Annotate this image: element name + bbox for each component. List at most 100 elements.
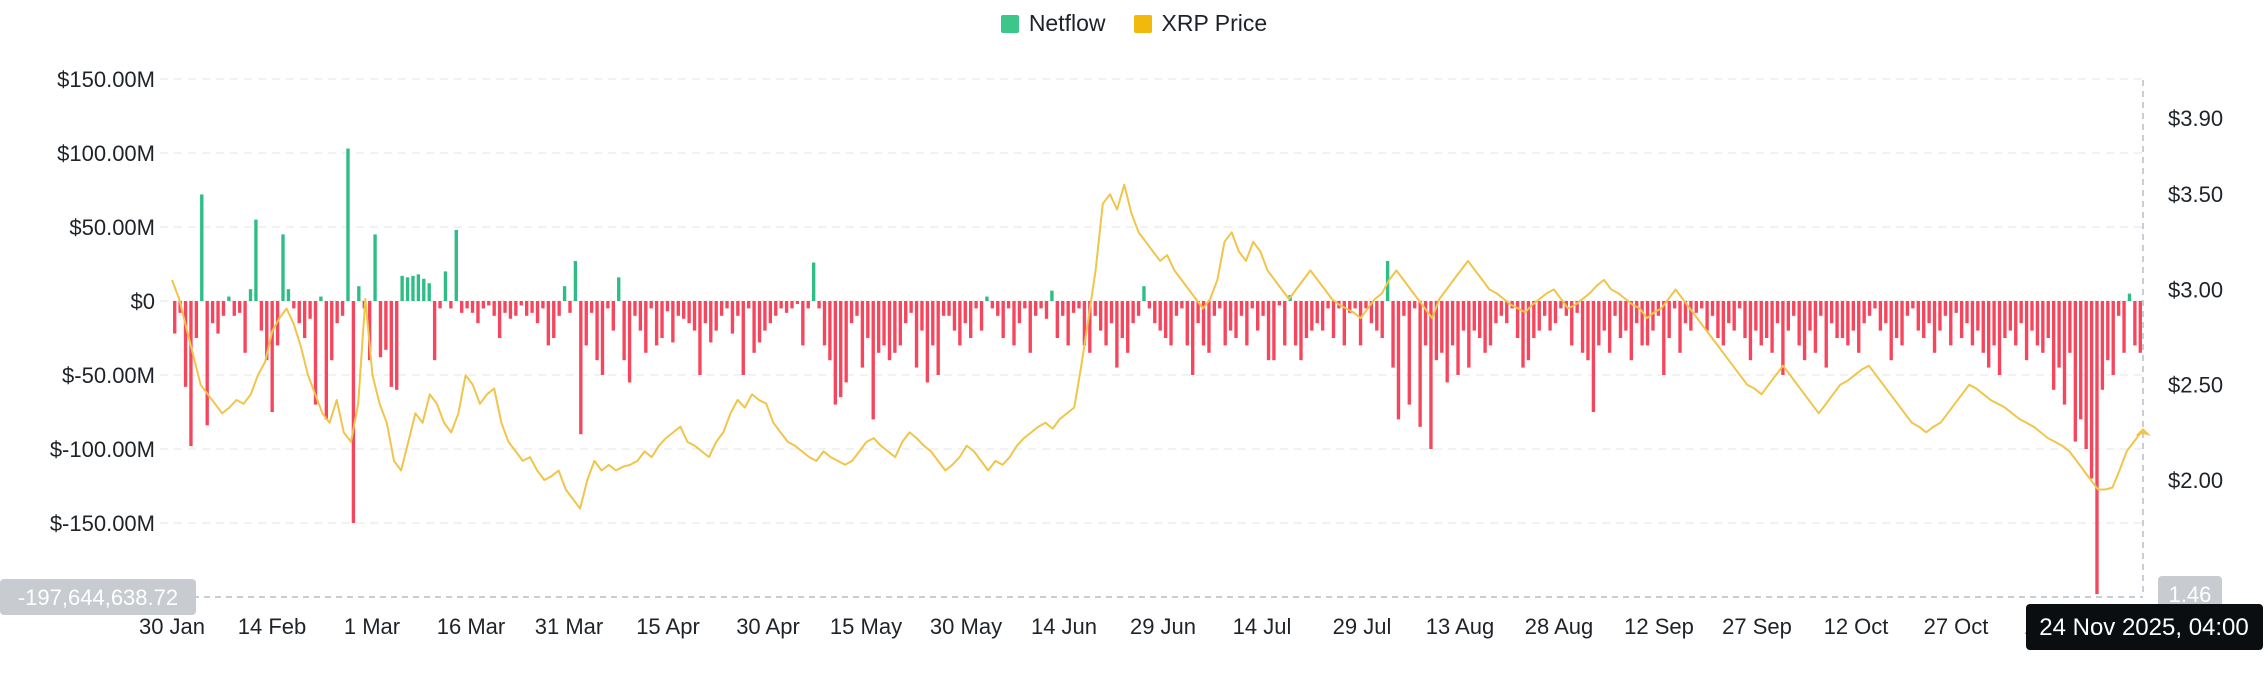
netflow-bar[interactable] [622,301,626,361]
netflow-bar[interactable] [1375,301,1379,331]
netflow-bar[interactable] [1976,301,1980,331]
legend-item-netflow[interactable]: Netflow [1000,10,1106,37]
netflow-bar[interactable] [952,301,957,331]
netflow-bar[interactable] [438,301,442,309]
netflow-bar[interactable] [1819,301,1823,316]
netflow-bar[interactable] [1320,301,1325,331]
netflow-bar[interactable] [1169,301,1173,346]
netflow-bar[interactable] [860,301,865,368]
netflow-bar[interactable] [1061,301,1065,316]
netflow-bar[interactable] [1326,301,1330,309]
netflow-bar[interactable] [920,301,924,331]
netflow-bar[interactable] [2100,301,2105,390]
netflow-bar[interactable] [346,148,350,301]
netflow-bar[interactable] [1440,301,1444,353]
netflow-bar[interactable] [828,301,832,361]
netflow-bar[interactable] [1732,301,1736,331]
netflow-bar[interactable] [1927,301,1931,324]
netflow-bar[interactable] [308,301,312,319]
netflow-bar[interactable] [1212,301,1217,316]
netflow-bar[interactable] [1283,301,1287,346]
netflow-bar[interactable] [898,301,902,346]
netflow-bar[interactable] [313,301,318,405]
netflow-bar[interactable] [1429,301,1433,449]
netflow-bar[interactable] [839,301,843,398]
netflow-bar[interactable] [963,301,967,324]
netflow-bar[interactable] [887,301,892,361]
netflow-bar[interactable] [1272,301,1276,361]
netflow-bar[interactable] [1364,301,1368,309]
netflow-bar[interactable] [183,301,188,387]
netflow-bar[interactable] [216,301,220,334]
netflow-bar[interactable] [1369,301,1374,324]
netflow-bar[interactable] [173,301,177,334]
netflow-bar[interactable] [779,301,783,309]
netflow-bar[interactable] [1840,301,1845,338]
netflow-bar[interactable] [1055,301,1060,338]
netflow-bar[interactable] [530,301,534,313]
netflow-bar[interactable] [1358,301,1363,346]
netflow-bar[interactable] [205,301,209,426]
netflow-bar[interactable] [238,301,242,313]
netflow-bar[interactable] [1992,301,1996,346]
netflow-bar[interactable] [1499,301,1504,316]
netflow-bar[interactable] [725,301,729,309]
netflow-bar[interactable] [611,301,615,331]
netflow-bar[interactable] [1526,301,1531,361]
netflow-bar[interactable] [1093,301,1097,316]
netflow-bar[interactable] [649,301,653,309]
legend-item-price[interactable]: XRP Price [1133,10,1267,37]
netflow-bar[interactable] [654,301,659,346]
netflow-bar[interactable] [974,301,978,309]
netflow-bar[interactable] [1580,301,1585,353]
netflow-bar[interactable] [1228,301,1233,331]
netflow-bar[interactable] [1001,301,1005,338]
netflow-bar[interactable] [2051,301,2056,390]
netflow-bar[interactable] [443,271,448,301]
netflow-bar[interactable] [1407,301,1411,405]
netflow-bar[interactable] [1478,301,1482,338]
netflow-bar[interactable] [541,301,545,309]
netflow-bar[interactable] [768,301,773,324]
netflow-bar[interactable] [1256,301,1260,331]
netflow-bar[interactable] [730,301,735,334]
netflow-bar[interactable] [1218,301,1222,309]
netflow-bar[interactable] [2019,301,2023,324]
netflow-bar[interactable] [1624,301,1628,331]
netflow-bar[interactable] [1207,301,1211,353]
netflow-bar[interactable] [422,278,426,301]
netflow-bar[interactable] [606,301,610,309]
netflow-bar[interactable] [1548,301,1552,331]
netflow-bar[interactable] [665,301,670,312]
netflow-bar[interactable] [1077,301,1081,309]
netflow-bar[interactable] [1245,301,1249,346]
netflow-bar[interactable] [562,286,567,301]
netflow-bar[interactable] [1310,301,1314,331]
netflow-bar[interactable] [546,301,551,346]
netflow-bar[interactable] [1277,301,1282,306]
netflow-bar[interactable] [801,301,805,346]
netflow-bar[interactable] [395,301,399,390]
netflow-bar[interactable] [692,301,697,331]
netflow-bar[interactable] [1467,301,1471,368]
netflow-bar[interactable] [687,301,691,324]
netflow-bar[interactable] [227,296,231,301]
netflow-bar[interactable] [1380,301,1384,338]
netflow-bar[interactable] [833,301,837,405]
netflow-bar[interactable] [254,219,258,301]
netflow-bar[interactable] [817,301,821,309]
netflow-bar[interactable] [2035,301,2040,346]
netflow-bar[interactable] [1342,301,1346,346]
netflow-bar[interactable] [335,301,339,324]
netflow-bar[interactable] [2079,301,2083,420]
netflow-bar[interactable] [763,301,767,331]
netflow-bar[interactable] [200,194,204,301]
netflow-bar[interactable] [373,234,377,301]
netflow-bar[interactable] [627,301,632,383]
netflow-bar[interactable] [367,301,372,361]
netflow-bar[interactable] [1261,301,1265,316]
netflow-bar[interactable] [492,301,496,316]
netflow-bar[interactable] [1900,301,1904,346]
netflow-bar[interactable] [909,301,913,313]
